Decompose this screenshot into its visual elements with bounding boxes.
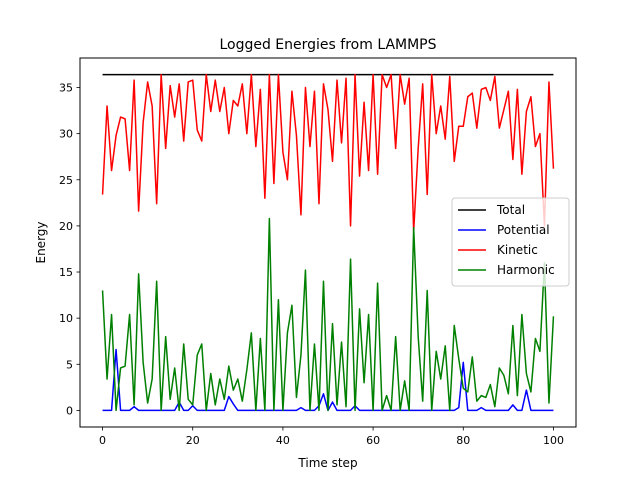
y-axis-label: Energy [34,221,48,263]
x-axis-ticks: 0 20 40 60 80 100 [99,427,564,447]
chart-title: Logged Energies from LAMMPS [219,37,436,53]
y-tick-label: 25 [59,174,73,187]
y-tick-label: 10 [59,312,73,325]
x-tick-label: 0 [99,434,106,447]
axes-frame [79,57,577,428]
legend-entries: Total Potential Kinetic Harmonic [458,203,555,277]
x-axis-label: Time step [297,456,357,470]
y-tick-label: 30 [59,128,73,141]
legend-label-harmonic: Harmonic [497,263,555,277]
legend-box [451,197,570,287]
y-tick-label: 35 [59,82,73,95]
x-tick-label: 60 [366,434,380,447]
legend-label-kinetic: Kinetic [497,243,538,257]
legend-label-potential: Potential [497,223,550,237]
series-line-kinetic [101,73,555,233]
plot-area [101,73,555,412]
x-tick-label: 80 [456,434,470,447]
legend-label-total: Total [496,203,525,217]
legend: Total Potential Kinetic Harmonic [451,197,570,287]
y-axis-ticks: 0 5 10 15 20 25 30 35 [59,82,80,417]
series-line-harmonic [101,217,555,412]
y-tick-label: 20 [59,220,73,233]
x-tick-label: 20 [186,434,200,447]
x-tick-label: 40 [276,434,290,447]
x-tick-label: 100 [543,434,564,447]
y-tick-label: 5 [66,358,73,371]
y-tick-label: 15 [59,266,73,279]
y-tick-label: 0 [66,404,73,417]
